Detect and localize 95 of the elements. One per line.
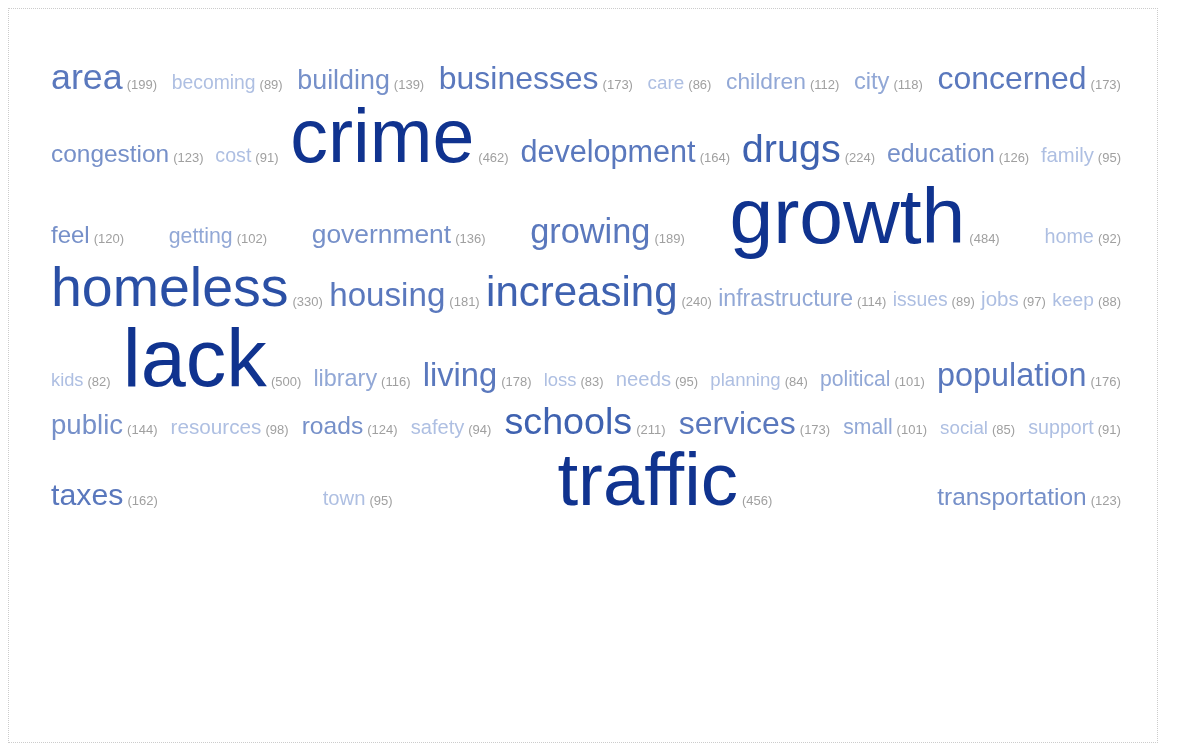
data-label: (101): [894, 374, 925, 390]
category-label: social: [940, 416, 989, 438]
category-label: building: [297, 65, 390, 95]
category-label: congestion: [51, 139, 170, 167]
category-label: area: [51, 57, 123, 97]
category-label: public: [51, 408, 124, 440]
category-label: taxes: [51, 478, 124, 512]
category-label: planning: [710, 369, 781, 391]
data-label: (173): [602, 77, 633, 92]
category-label: drugs: [741, 125, 841, 170]
category-label: needs: [615, 368, 672, 391]
category-label: cost: [215, 143, 252, 166]
data-label: (101): [896, 421, 927, 437]
data-label: (126): [998, 149, 1030, 165]
data-label: (211): [636, 421, 666, 437]
category-label: living: [422, 356, 498, 394]
data-label: (92): [1097, 231, 1121, 247]
data-label: (94): [468, 421, 492, 437]
data-label: (164): [699, 149, 730, 165]
category-label: education: [886, 138, 995, 167]
data-label: (173): [1090, 77, 1121, 92]
data-label: (189): [654, 231, 685, 247]
data-label: (199): [126, 77, 158, 92]
category-label: support: [1028, 415, 1094, 438]
data-label: (120): [93, 231, 125, 247]
data-label: (484): [969, 231, 1000, 247]
category-label: development: [520, 133, 696, 168]
data-label: (86): [688, 77, 712, 92]
category-label: feel: [51, 221, 90, 249]
category-label: resources: [170, 414, 262, 438]
data-label: (82): [87, 374, 111, 390]
category-label: growing: [530, 212, 651, 251]
category-label: loss: [543, 369, 577, 391]
data-label: (123): [173, 149, 204, 165]
data-label: (462): [478, 149, 509, 165]
category-label: housing: [329, 275, 446, 313]
category-label: growth: [729, 172, 966, 261]
category-label: political: [819, 367, 891, 391]
data-label: (88): [1097, 293, 1121, 309]
data-label: (178): [501, 374, 532, 390]
data-label: (124): [367, 421, 398, 437]
category-label: roads: [301, 411, 364, 439]
data-label: (95): [369, 493, 393, 509]
category-label: town: [322, 487, 366, 510]
data-label: (139): [393, 77, 425, 92]
data-label: (89): [259, 77, 283, 92]
category-label: family: [1040, 143, 1094, 166]
data-label: (173): [799, 421, 831, 437]
category-label: becoming: [171, 71, 256, 93]
data-label: (95): [1097, 149, 1121, 165]
data-label: (162): [127, 493, 158, 509]
data-label: (91): [255, 149, 279, 165]
category-label: children: [726, 68, 806, 94]
data-label: (83): [580, 374, 604, 390]
data-label: (95): [675, 374, 699, 390]
category-label: small: [843, 414, 893, 438]
category-label: services: [678, 404, 796, 441]
data-label: (97): [1022, 293, 1046, 309]
data-label: (176): [1090, 374, 1121, 390]
category-label: home: [1044, 225, 1094, 248]
category-label: businesses: [438, 60, 599, 96]
category-label: jobs: [981, 286, 1019, 310]
category-label: infrastructure: [718, 284, 853, 311]
data-label: (91): [1097, 421, 1121, 437]
data-label: (181): [449, 293, 480, 309]
category-label: library: [313, 365, 378, 392]
category-label: getting: [168, 224, 233, 249]
data-label: (144): [127, 421, 158, 437]
data-label: (136): [455, 231, 486, 247]
category-label: government: [311, 219, 452, 250]
data-label: (123): [1090, 493, 1121, 509]
category-label: city: [853, 68, 890, 94]
data-label: (224): [844, 149, 876, 165]
data-label: (85): [992, 421, 1016, 437]
data-label: (118): [893, 77, 923, 92]
data-label: (89): [951, 293, 975, 309]
data-label: (84): [784, 374, 808, 390]
data-label: (116): [381, 374, 411, 390]
data-label: (114): [857, 293, 887, 309]
data-label: (500): [270, 374, 302, 390]
category-label: issues: [892, 287, 948, 310]
data-label: (112): [809, 77, 840, 92]
category-label: care: [647, 72, 685, 93]
category-label: transportation: [937, 483, 1087, 511]
category-label: keep: [1052, 288, 1094, 310]
category-label: safety: [410, 415, 465, 438]
category-label: increasing: [486, 267, 678, 315]
data-label: (240): [681, 293, 712, 309]
data-label: (456): [741, 493, 773, 509]
data-label: (330): [292, 293, 323, 309]
category-label: population: [937, 357, 1087, 394]
category-label: concerned: [937, 60, 1087, 96]
data-label: (102): [236, 231, 268, 247]
category-label: kids: [51, 369, 84, 391]
data-label: (98): [265, 421, 289, 437]
